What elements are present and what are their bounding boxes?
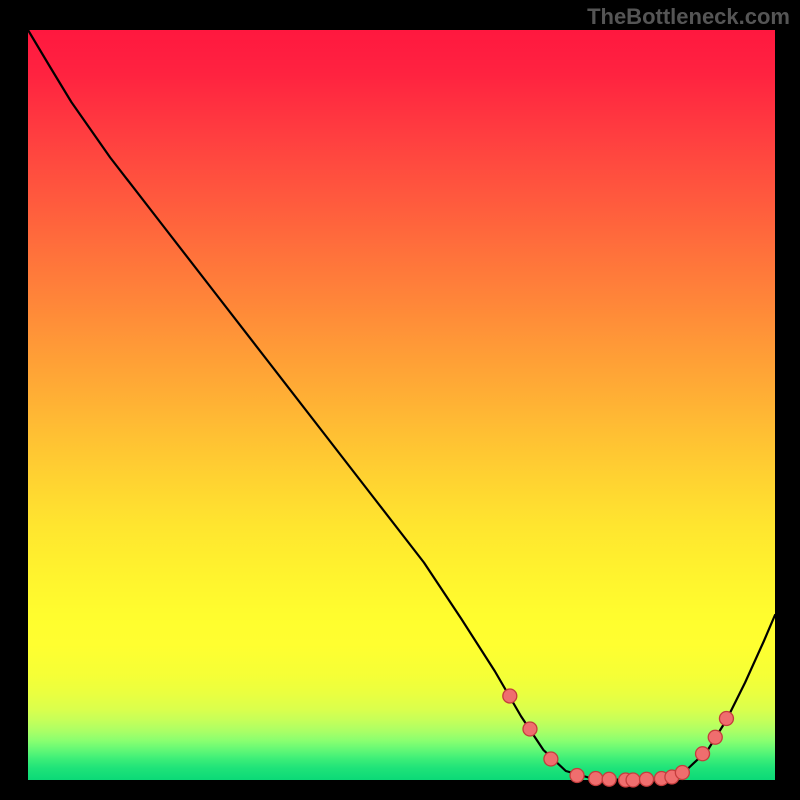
data-marker: [589, 772, 603, 786]
data-marker: [640, 772, 654, 786]
data-marker: [523, 722, 537, 736]
bottleneck-curve: [28, 30, 775, 780]
watermark-text: TheBottleneck.com: [587, 4, 790, 30]
data-marker: [675, 766, 689, 780]
marker-group: [503, 689, 734, 787]
chart-svg: [0, 0, 800, 800]
data-marker: [708, 730, 722, 744]
data-marker: [719, 712, 733, 726]
data-marker: [626, 773, 640, 787]
data-marker: [696, 747, 710, 761]
data-marker: [602, 772, 616, 786]
data-marker: [503, 689, 517, 703]
data-marker: [570, 769, 584, 783]
data-marker: [544, 752, 558, 766]
